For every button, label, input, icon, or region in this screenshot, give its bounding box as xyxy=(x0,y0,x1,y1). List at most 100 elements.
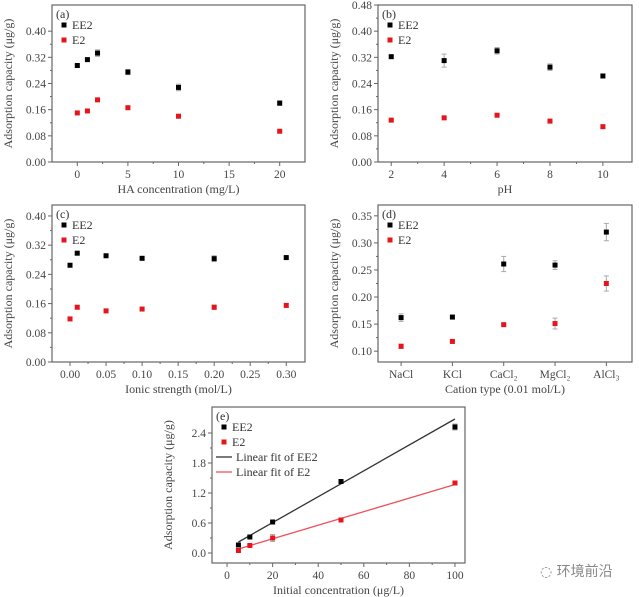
legend-label-ee2: EE2 xyxy=(232,420,253,434)
x-axis-label: pH xyxy=(498,182,513,196)
x-tick-label: MgCl₂ xyxy=(540,369,571,381)
data-point xyxy=(74,304,80,310)
y-tick-label: 0.00 xyxy=(26,357,46,369)
y-tick-label: 0.48 xyxy=(352,0,372,12)
data-point xyxy=(176,113,181,119)
data-point xyxy=(452,424,458,430)
data-point xyxy=(139,306,145,312)
data-point xyxy=(388,54,394,60)
y-tick-label: 0.32 xyxy=(352,52,372,64)
y-tick-label: 0.32 xyxy=(26,52,46,64)
y-tick-label: 0.30 xyxy=(352,238,372,250)
data-point xyxy=(552,321,558,327)
data-point xyxy=(600,124,606,130)
legend-label-e2: E2 xyxy=(72,233,85,247)
data-point xyxy=(176,84,181,90)
legend-marker-ee2 xyxy=(387,22,393,28)
x-tick-label: 5 xyxy=(125,169,131,181)
x-tick-label: 10 xyxy=(173,169,185,181)
y-tick-label: 1.8 xyxy=(192,458,207,470)
x-axis-label: Initial concentration (μg/L) xyxy=(273,583,404,597)
data-point xyxy=(235,542,241,548)
data-point xyxy=(74,110,80,116)
series-e2 xyxy=(235,480,458,553)
legend-marker-e2 xyxy=(61,237,67,243)
data-point xyxy=(547,118,553,124)
legend-marker-e2 xyxy=(387,237,393,243)
data-point xyxy=(603,229,609,235)
series-e2 xyxy=(67,302,289,322)
legend-marker-e2 xyxy=(221,439,227,445)
data-point xyxy=(283,255,289,261)
x-tick-label: NaCl xyxy=(389,369,413,381)
data-point xyxy=(67,262,73,268)
y-axis-label: Adsorption capacity (μg/g) xyxy=(161,420,175,550)
panel-label: (e) xyxy=(216,409,229,423)
data-point xyxy=(600,73,606,79)
y-axis-label: Adsorption capacity (μg/g) xyxy=(327,19,341,149)
wechat-icon: ◌ xyxy=(540,564,553,580)
panel-label: (c) xyxy=(56,207,69,221)
data-point xyxy=(103,308,109,314)
y-axis-label: Adsorption capacity (μg/g) xyxy=(1,19,15,149)
x-tick-label: 2 xyxy=(388,169,394,181)
x-tick-label: CaCl₂ xyxy=(490,369,518,381)
x-tick-label: 20 xyxy=(274,169,286,181)
x-tick-label: 6 xyxy=(494,169,500,181)
y-tick-label: 0.25 xyxy=(352,265,372,277)
data-point xyxy=(67,316,73,322)
data-point xyxy=(338,517,344,523)
panel-label: (b) xyxy=(382,7,396,21)
data-point xyxy=(501,261,507,267)
data-point xyxy=(84,108,90,114)
y-tick-label: 0.24 xyxy=(26,269,46,281)
panel-a: 0.00 0.08 0.16 0.24 0.32 0.40 0 5 10 15 20 HA conce… xyxy=(1,4,306,196)
legend-label-ee2: EE2 xyxy=(398,218,419,232)
legend-marker-ee2 xyxy=(221,424,227,430)
legend-label-ee2: EE2 xyxy=(398,18,419,32)
y-tick-label: 0.16 xyxy=(26,299,46,311)
y-tick-label: 0.32 xyxy=(26,240,46,252)
legend-marker-e2 xyxy=(61,37,67,43)
panel-c: 0.00 0.08 0.16 0.24 0.32 0.40 0.00 0.05 0.10 0.15… xyxy=(1,204,306,396)
x-tick-label: 0.30 xyxy=(276,369,296,381)
data-point xyxy=(441,115,447,121)
x-tick-label: 0.15 xyxy=(168,369,188,381)
y-tick-label: 2.4 xyxy=(192,428,207,440)
data-point xyxy=(247,534,253,540)
y-tick-label: 1.2 xyxy=(192,488,207,500)
y-tick-label: 0.15 xyxy=(352,319,372,331)
data-point xyxy=(552,262,558,268)
y-axis-label: Adsorption capacity (μg/g) xyxy=(1,219,15,349)
x-tick-label: 0.00 xyxy=(60,369,80,381)
legend-label-e2: E2 xyxy=(72,33,85,47)
data-point xyxy=(449,314,455,320)
data-point xyxy=(211,256,217,262)
legend-label-fit: Linear fit of E2 xyxy=(236,465,310,479)
y-tick-label: 0.40 xyxy=(26,26,46,38)
y-tick-label: 0.40 xyxy=(352,26,372,38)
y-tick-label: 0.0 xyxy=(192,548,207,560)
data-point xyxy=(270,519,276,525)
data-point xyxy=(95,50,101,56)
legend-marker-ee2 xyxy=(61,222,67,228)
legend-marker-e2 xyxy=(387,37,393,43)
x-tick-label: 0.20 xyxy=(204,369,224,381)
data-point xyxy=(74,63,80,69)
legend-label-ee2: EE2 xyxy=(72,18,93,32)
series-e2 xyxy=(388,112,606,130)
y-axis-label: Adsorption capacity (μg/g) xyxy=(327,219,341,349)
plot-frame xyxy=(211,406,466,564)
y-tick-label: 0.35 xyxy=(352,211,372,223)
y-tick-label: 0.08 xyxy=(352,131,372,143)
x-tick-label: 40 xyxy=(312,570,324,582)
data-point xyxy=(125,69,131,75)
data-point xyxy=(283,302,289,308)
y-tick-label: 0.08 xyxy=(26,328,46,340)
data-point xyxy=(95,97,101,103)
data-point xyxy=(603,281,609,286)
y-tick-label: 0.00 xyxy=(352,157,372,169)
legend-label-fit: Linear fit of EE2 xyxy=(236,450,318,464)
x-tick-label: 8 xyxy=(547,169,553,181)
